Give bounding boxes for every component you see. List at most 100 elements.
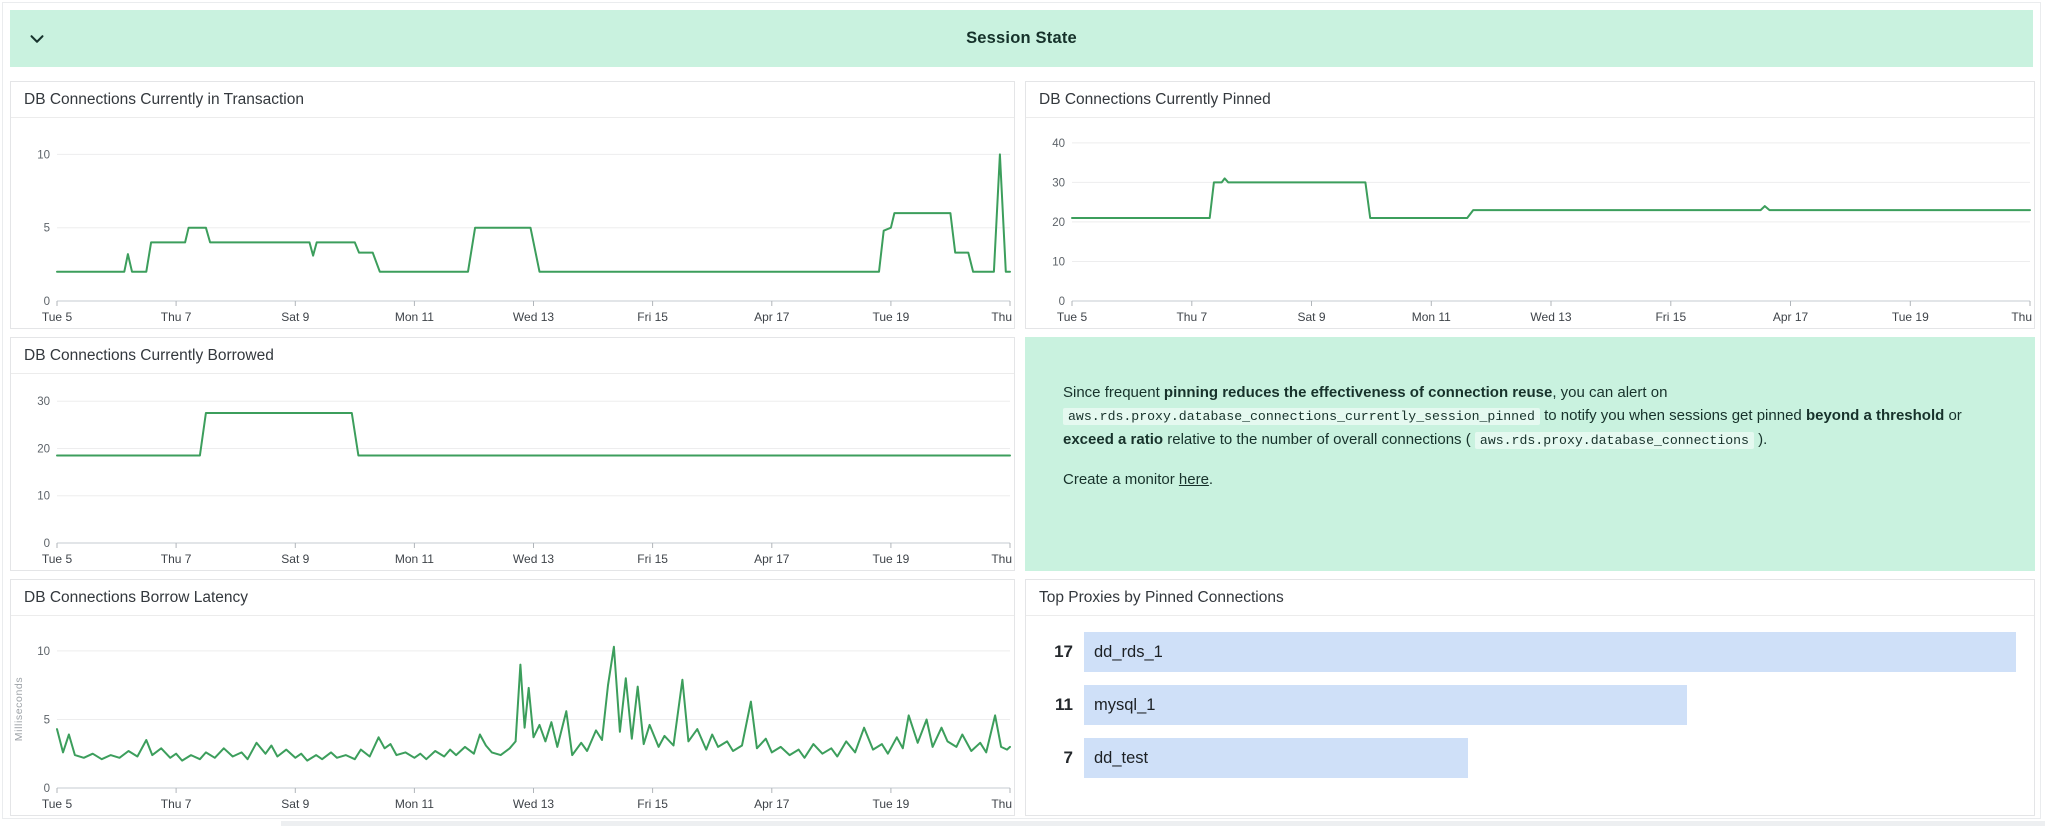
toplist-bar[interactable]: dd_rds_1 bbox=[1084, 632, 2016, 672]
x-tick-label: Mon 11 bbox=[395, 310, 434, 324]
x-tick-label: Wed 13 bbox=[513, 310, 554, 324]
series-line bbox=[56, 153, 1011, 273]
group-title: Session State bbox=[966, 29, 1077, 47]
toplist-value: 11 bbox=[1055, 695, 1073, 714]
y-tick-label: 5 bbox=[44, 223, 50, 235]
x-tick-label: Thu 21 bbox=[2011, 310, 2034, 324]
toplist-bar-track: mysql_1 bbox=[1084, 685, 2016, 725]
panel-title: DB Connections Currently in Transaction bbox=[11, 82, 1014, 118]
y-tick-label: 10 bbox=[37, 646, 50, 658]
note-text: or bbox=[1944, 407, 1962, 425]
note-text: beyond a threshold bbox=[1805, 407, 1945, 425]
series-line bbox=[56, 645, 1011, 762]
note-text: ). bbox=[1753, 430, 1768, 448]
db-connections-currently-pinned-canvas: 0 10 20 30 40 Tue 5 Thu 7 Sat 9 Mon 11 Wed 13 Fri … bbox=[1052, 138, 2034, 324]
toplist: 17 dd_rds_1 11 mysql_1 7 dd_test bbox=[1026, 616, 2034, 815]
x-tick-label: Wed 13 bbox=[1530, 310, 1571, 324]
panel-db-connections-borrowed: DB Connections Currently Borrowed 0 10 20 3… bbox=[10, 337, 1015, 571]
toplist-bar-track: dd_rds_1 bbox=[1084, 632, 2016, 672]
x-tick-label: Apr 17 bbox=[754, 797, 790, 811]
panel-title: DB Connections Borrow Latency bbox=[11, 580, 1014, 616]
x-tick-label: Apr 17 bbox=[754, 310, 790, 324]
x-tick-label: Apr 17 bbox=[1773, 310, 1809, 324]
x-tick-label: Thu 7 bbox=[161, 552, 192, 566]
x-tick-label: Tue 5 bbox=[42, 552, 73, 566]
note-text: pinning reduces the effectiveness of con… bbox=[1163, 384, 1553, 401]
y-tick-label: 30 bbox=[1052, 177, 1065, 189]
y-tick-label: 10 bbox=[37, 149, 50, 161]
timeseries-chart-pinned[interactable]: 0 10 20 30 40 Tue 5 Thu 7 Sat 9 Mon 11 Wed 13 Fri … bbox=[1026, 118, 2034, 328]
panel-top-proxies: Top Proxies by Pinned Connections 17 dd_… bbox=[1025, 579, 2035, 816]
x-tick-label: Sat 9 bbox=[281, 797, 309, 811]
x-tick-label: Thu 21 bbox=[991, 310, 1014, 324]
timeseries-chart-in-transaction[interactable]: 0 5 10 Tue 5 Thu 7 Sat 9 Mon 11 Wed 13 Fri 15 Apr… bbox=[11, 118, 1014, 328]
next-widget-top-edge bbox=[281, 821, 2045, 826]
y-tick-label: 10 bbox=[37, 491, 50, 503]
x-tick-label: Mon 11 bbox=[395, 552, 434, 566]
toplist-value: 17 bbox=[1054, 642, 1073, 661]
panel-db-connections-borrow-latency: DB Connections Borrow Latency 0 5 10 Tue 5 T… bbox=[10, 579, 1015, 816]
note-text: . bbox=[1208, 471, 1214, 489]
x-tick-label: Tue 19 bbox=[872, 310, 909, 324]
y-tick-label: 20 bbox=[1052, 217, 1065, 229]
x-tick-label: Wed 13 bbox=[513, 797, 554, 811]
x-tick-label: Fri 15 bbox=[1655, 310, 1686, 324]
x-tick-label: Tue 19 bbox=[872, 552, 909, 566]
y-tick-label: 10 bbox=[1052, 257, 1065, 269]
x-tick-label: Fri 15 bbox=[637, 310, 668, 324]
x-tick-label: Thu 7 bbox=[1176, 310, 1207, 324]
x-tick-label: Wed 13 bbox=[513, 552, 554, 566]
timeseries-chart-borrow-latency[interactable]: 0 5 10 Tue 5 Thu 7 Sat 9 Mon 11 Wed 13 Fri 15 Apr… bbox=[11, 616, 1014, 815]
toplist-value: 7 bbox=[1063, 748, 1073, 767]
x-tick-label: Tue 5 bbox=[42, 797, 73, 811]
metric-name-code: aws.rds.proxy.database_connections bbox=[1474, 431, 1754, 449]
y-tick-label: 0 bbox=[44, 538, 50, 550]
note-text: Create a monitor bbox=[1063, 471, 1179, 489]
panel-title: DB Connections Currently Pinned bbox=[1026, 82, 2034, 118]
toplist-bar-track: dd_test bbox=[1084, 738, 2016, 778]
x-tick-label: Fri 15 bbox=[637, 552, 668, 566]
panel-db-connections-in-transaction: DB Connections Currently in Transaction … bbox=[10, 81, 1015, 329]
x-tick-label: Fri 15 bbox=[637, 797, 668, 811]
x-tick-label: Thu 21 bbox=[991, 552, 1014, 566]
x-tick-label: Thu 7 bbox=[161, 797, 192, 811]
toplist-bar[interactable]: dd_test bbox=[1084, 738, 1468, 778]
x-tick-label: Tue 19 bbox=[872, 797, 909, 811]
collapse-group-button[interactable] bbox=[24, 26, 50, 52]
group-header: Session State bbox=[10, 10, 2033, 67]
toplist-bar[interactable]: mysql_1 bbox=[1084, 685, 1688, 725]
toplist-row: 11 mysql_1 bbox=[1034, 685, 2016, 725]
panel-db-connections-pinned: DB Connections Currently Pinned 0 10 20 30 4… bbox=[1025, 81, 2035, 329]
widget-grid: DB Connections Currently in Transaction … bbox=[10, 81, 2035, 816]
x-tick-label: Mon 11 bbox=[395, 797, 434, 811]
toplist-label: mysql_1 bbox=[1094, 695, 1156, 714]
note-text: to notify you when sessions get pinned bbox=[1539, 407, 1806, 425]
panel-title: DB Connections Currently Borrowed bbox=[11, 338, 1014, 374]
x-tick-label: Thu 21 bbox=[991, 797, 1014, 811]
x-tick-label: Tue 5 bbox=[42, 310, 73, 324]
note-paragraph: Since frequent pinning reduces the effec… bbox=[1063, 381, 1995, 451]
x-tick-label: Apr 17 bbox=[754, 552, 790, 566]
note-text: exceed a ratio bbox=[1063, 430, 1164, 448]
toplist-label: dd_test bbox=[1094, 748, 1149, 767]
x-tick-label: Mon 11 bbox=[1412, 310, 1451, 324]
x-tick-label: Thu 7 bbox=[161, 310, 192, 324]
note-text: Since frequent bbox=[1063, 384, 1164, 401]
y-tick-label: 0 bbox=[44, 783, 50, 795]
pinning-note-box: Since frequent pinning reduces the effec… bbox=[1025, 337, 2035, 571]
toplist-row: 7 dd_test bbox=[1034, 738, 2016, 778]
y-tick-label: 0 bbox=[1059, 296, 1065, 308]
y-axis-unit-label: Milliseconds bbox=[13, 677, 25, 741]
db-connections-currently-in-transaction-canvas: 0 5 10 Tue 5 Thu 7 Sat 9 Mon 11 Wed 13 Fri 15 Apr… bbox=[37, 149, 1014, 324]
y-tick-label: 5 bbox=[44, 715, 50, 727]
db-connections-borrow-latency-canvas: 0 5 10 Tue 5 Thu 7 Sat 9 Mon 11 Wed 13 Fri 15 Apr… bbox=[13, 645, 1014, 811]
panel-title: Top Proxies by Pinned Connections bbox=[1026, 580, 2034, 616]
timeseries-chart-borrowed[interactable]: 0 10 20 30 Tue 5 Thu 7 Sat 9 Mon 11 Wed 13 Fri 15… bbox=[11, 374, 1014, 570]
y-tick-label: 30 bbox=[37, 396, 50, 408]
x-tick-label: Tue 19 bbox=[1892, 310, 1929, 324]
y-tick-label: 0 bbox=[44, 296, 50, 308]
metric-name-code: aws.rds.proxy.database_connections_curre… bbox=[1063, 408, 1540, 426]
series-line bbox=[56, 412, 1011, 457]
create-monitor-link[interactable]: here bbox=[1178, 471, 1209, 489]
